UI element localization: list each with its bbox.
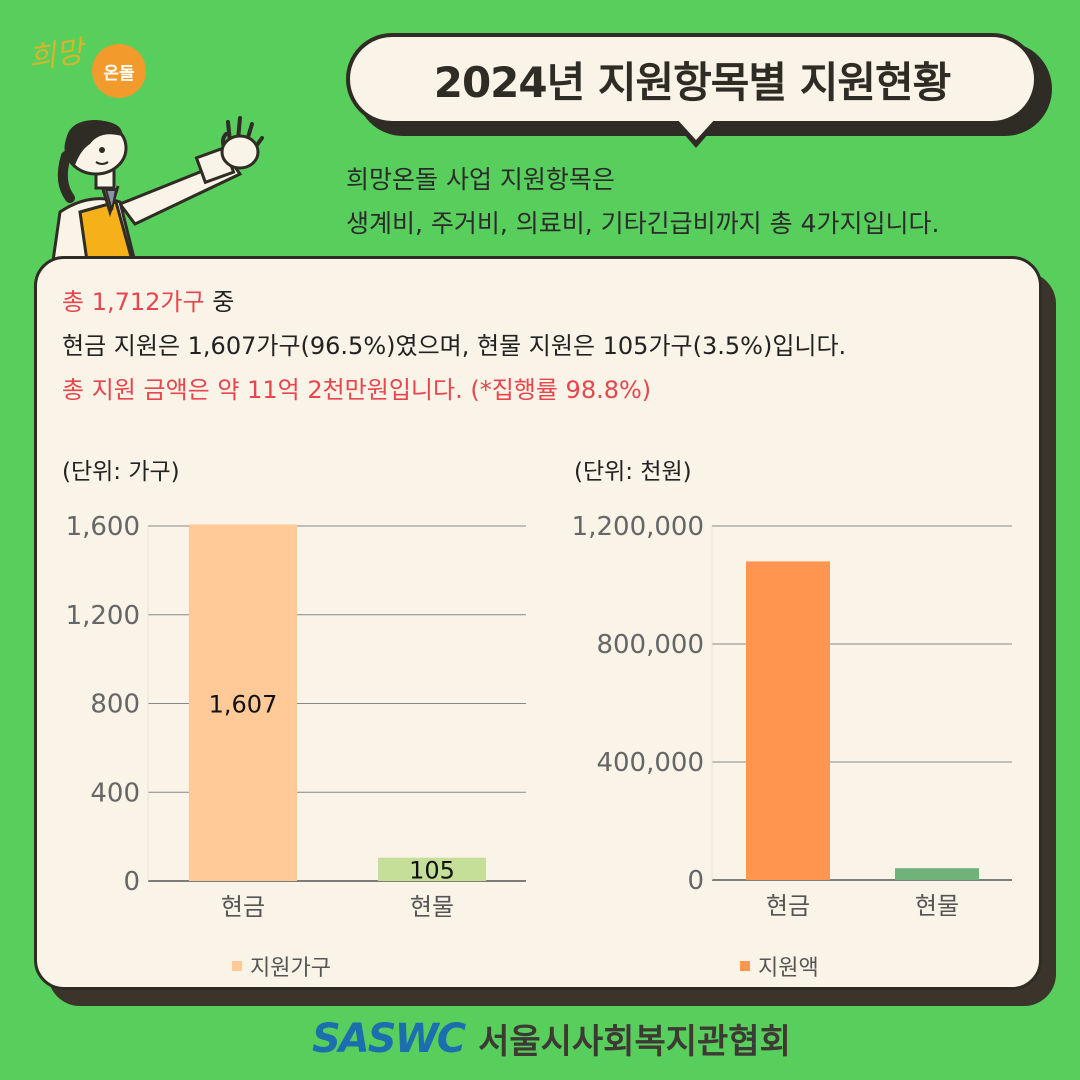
- chart-2-legend: 지원액: [740, 950, 819, 982]
- y-tick-label: 800,000: [596, 630, 704, 660]
- footer: SASWC 서울시사회복지관협회: [312, 1014, 791, 1063]
- logo-script-text: 희망: [26, 34, 86, 77]
- legend-label-households: 지원가구: [250, 956, 331, 981]
- summary-line-3: 총 지원 금액은 약 11억 2천만원입니다. (*집행률 98.8%): [62, 376, 652, 404]
- legend-swatch-households: [232, 961, 242, 971]
- logo-badge-circle: 온돌: [92, 44, 146, 98]
- title-bubble: 2024년 지원항목별 지원현황: [346, 33, 1038, 125]
- bar-2: [895, 868, 979, 880]
- chart-2-unit-label: (단위: 천원): [574, 459, 692, 485]
- amount-bar-chart: 0 400,000 800,000 1,200,000 현금 현물: [572, 512, 1012, 920]
- page-title: 2024년 지원항목별 지원현황: [433, 57, 952, 107]
- chart-1-unit-label: (단위: 가구): [62, 459, 180, 485]
- intro-line-2: 생계비, 주거비, 의료비, 기타긴급비까지 총 4가지입니다.: [346, 209, 940, 238]
- bar-data-label: 105: [409, 856, 455, 884]
- y-tick-label: 800: [90, 690, 140, 720]
- summary-line-1: 총 1,712가구 중: [62, 280, 846, 324]
- bar-1: [746, 561, 830, 880]
- y-tick-label: 0: [123, 867, 140, 897]
- x-category-label: 현금: [766, 892, 810, 920]
- legend-label-amount: 지원액: [758, 956, 819, 981]
- y-tick-label: 0: [687, 866, 704, 896]
- summary-text: 총 1,712가구 중 현금 지원은 1,607가구(96.5%)였으며, 현물…: [62, 280, 846, 412]
- y-tick-label: 400: [90, 778, 140, 808]
- x-category-label: 현물: [410, 893, 454, 921]
- y-tick-label: 1,200: [66, 601, 140, 631]
- y-tick-label: 1,200,000: [572, 512, 704, 542]
- y-tick-label: 400,000: [596, 748, 704, 778]
- x-category-label: 현물: [915, 892, 959, 920]
- y-tick-label: 1,600: [66, 512, 140, 542]
- bar-data-label: 1,607: [209, 691, 278, 719]
- title-bubble-tail-inner: [676, 118, 716, 140]
- person-illustration: [48, 116, 264, 282]
- summary-line-2: 현금 지원은 1,607가구(96.5%)였으며, 현물 지원은 105가구(3…: [62, 332, 847, 360]
- intro-line-1: 희망온돌 사업 지원항목은: [346, 165, 615, 194]
- intro-text: 희망온돌 사업 지원항목은 생계비, 주거비, 의료비, 기타긴급비까지 총 4…: [346, 158, 939, 246]
- x-category-label: 현금: [221, 893, 265, 921]
- legend-swatch-amount: [740, 961, 750, 971]
- bar-2: [378, 857, 486, 881]
- summary-total-households: 총 1,712가구: [62, 288, 205, 316]
- bar-1: [189, 524, 297, 881]
- households-bar-chart: 0 400 800 1,200 1,600 현금 1,607 현물 105: [66, 512, 526, 921]
- footer-brand-logo: SASWC: [312, 1015, 466, 1062]
- chart-1-legend: 지원가구: [232, 950, 331, 982]
- summary-line-1-rest: 중: [204, 288, 235, 316]
- footer-organization-name: 서울시사회복지관협회: [478, 1022, 791, 1062]
